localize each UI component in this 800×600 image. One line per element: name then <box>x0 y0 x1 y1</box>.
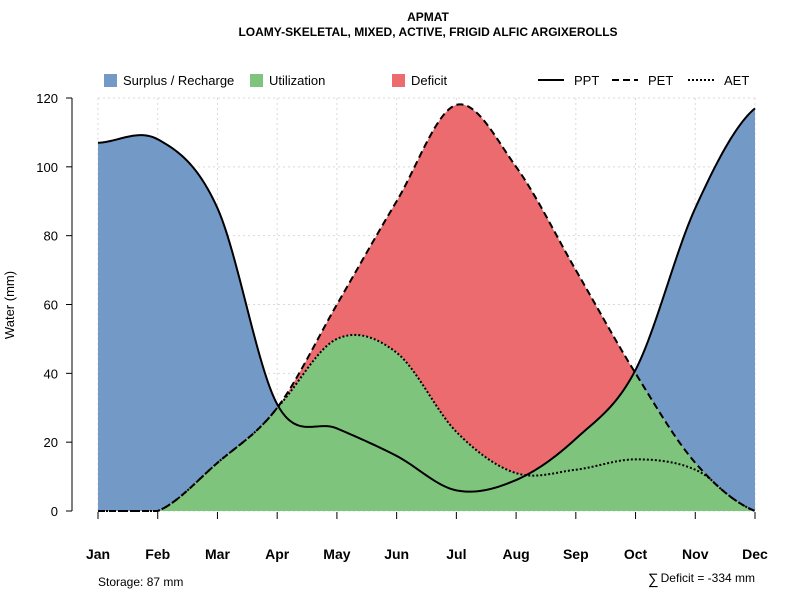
legend-label-ppt: PPT <box>574 73 599 88</box>
x-tick-label: Oct <box>624 546 648 562</box>
y-tick-label: 80 <box>44 229 58 244</box>
x-tick-label: Aug <box>502 546 529 562</box>
y-tick-label: 60 <box>44 298 58 313</box>
y-tick-label: 120 <box>36 91 58 106</box>
legend-swatch-utilization <box>250 74 263 87</box>
legend-swatch-deficit <box>392 74 405 87</box>
x-tick-label: May <box>323 546 350 562</box>
y-tick-label: 20 <box>44 435 58 450</box>
deficit-value: Deficit = -334 mm <box>661 571 755 585</box>
legend-label-utilization: Utilization <box>269 73 325 88</box>
x-tick-label: Dec <box>742 546 768 562</box>
area-layer <box>98 104 755 512</box>
chart-subtitle: LOAMY-SKELETAL, MIXED, ACTIVE, FRIGID AL… <box>238 25 617 39</box>
y-axis-label: Water (mm) <box>2 271 17 339</box>
deficit-area <box>98 104 755 512</box>
axes: 0 20 40 60 80 100 120 Jan Feb Mar Apr May Jun Jul Aug S… <box>36 91 768 562</box>
utilization-base-area <box>98 373 755 511</box>
x-tick-label: Jun <box>384 546 409 562</box>
x-tick-label: Jan <box>86 546 110 562</box>
legend-label-aet: AET <box>724 73 749 88</box>
legend-label-surplus: Surplus / Recharge <box>123 73 234 88</box>
pet-line <box>98 103 756 512</box>
x-tick-label: Sep <box>563 546 589 562</box>
y-tick-label: 40 <box>44 366 58 381</box>
sum-symbol: ∑ <box>648 571 659 588</box>
x-tick-label: Apr <box>265 546 290 562</box>
legend: Surplus / Recharge Utilization Deficit PPT P… <box>104 73 749 88</box>
chart-title: APMAT <box>407 10 449 24</box>
y-tick-label: 0 <box>51 504 58 519</box>
x-tick-label: Mar <box>205 546 230 562</box>
surplus-area <box>98 108 755 511</box>
legend-swatch-surplus <box>104 74 117 87</box>
deficit-note: ∑ Deficit = -334 mm <box>648 571 755 588</box>
legend-label-pet: PET <box>648 73 673 88</box>
x-tick-label: Nov <box>682 546 709 562</box>
legend-label-deficit: Deficit <box>411 73 448 88</box>
y-tick-label: 100 <box>36 160 58 175</box>
x-tick-label: Jul <box>446 546 466 562</box>
ppt-line <box>97 107 756 493</box>
line-layer <box>97 103 756 512</box>
x-tick-label: Feb <box>145 546 170 562</box>
storage-note: Storage: 87 mm <box>98 575 183 589</box>
